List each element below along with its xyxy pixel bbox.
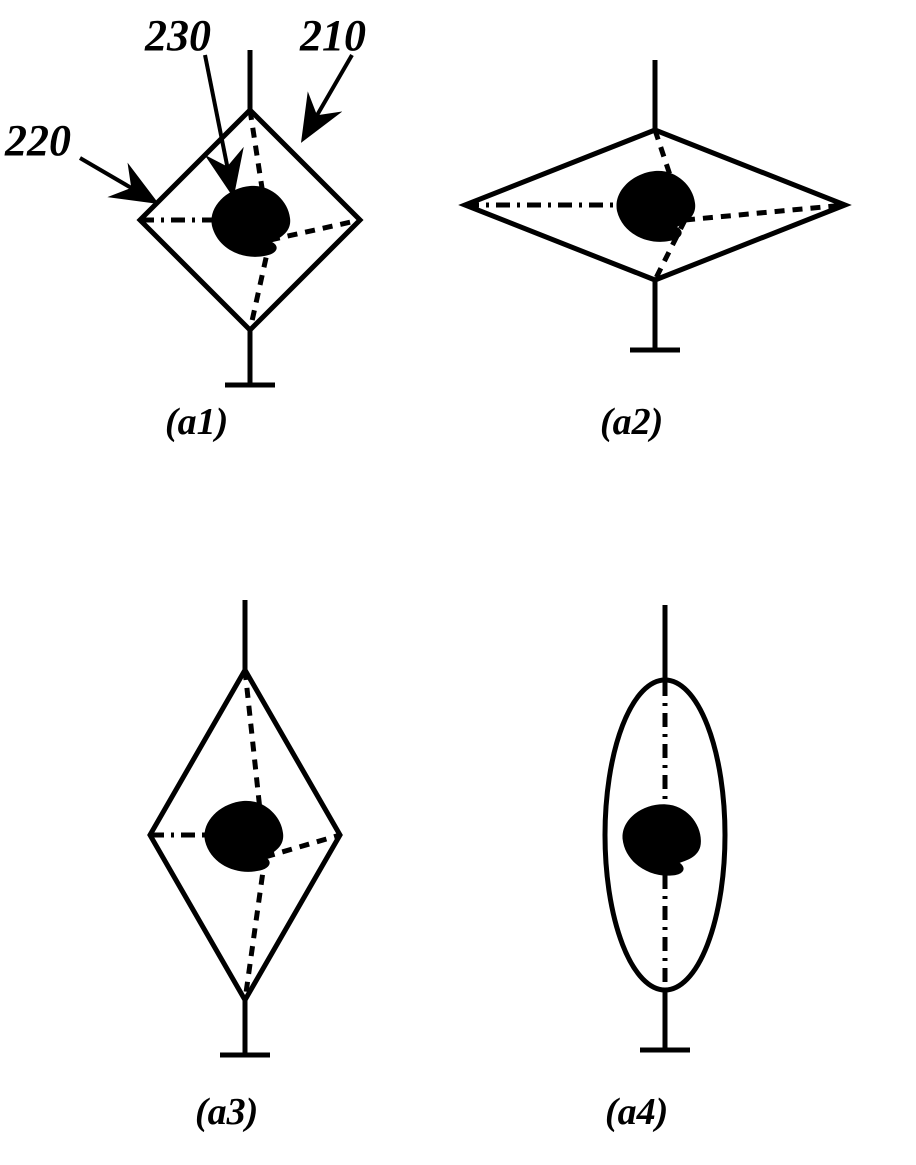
caption-a1: (a1) — [165, 400, 228, 444]
panel-a2-svg — [445, 55, 865, 395]
caption-a2: (a2) — [600, 400, 663, 444]
center-blob — [618, 799, 706, 880]
panel-a1 — [120, 45, 380, 395]
center-blob — [204, 801, 283, 872]
ref-label-220: 220 — [5, 115, 71, 166]
panel-a3-svg — [115, 595, 375, 1065]
panel-a4-svg — [555, 600, 775, 1065]
center-blob — [211, 186, 290, 257]
panel-a2 — [445, 55, 865, 395]
panel-a4 — [555, 600, 775, 1065]
center-blob — [616, 171, 695, 242]
caption-a4: (a4) — [605, 1090, 668, 1134]
panel-a1-svg — [120, 45, 380, 395]
panel-a3 — [115, 595, 375, 1065]
caption-a3: (a3) — [195, 1090, 258, 1134]
